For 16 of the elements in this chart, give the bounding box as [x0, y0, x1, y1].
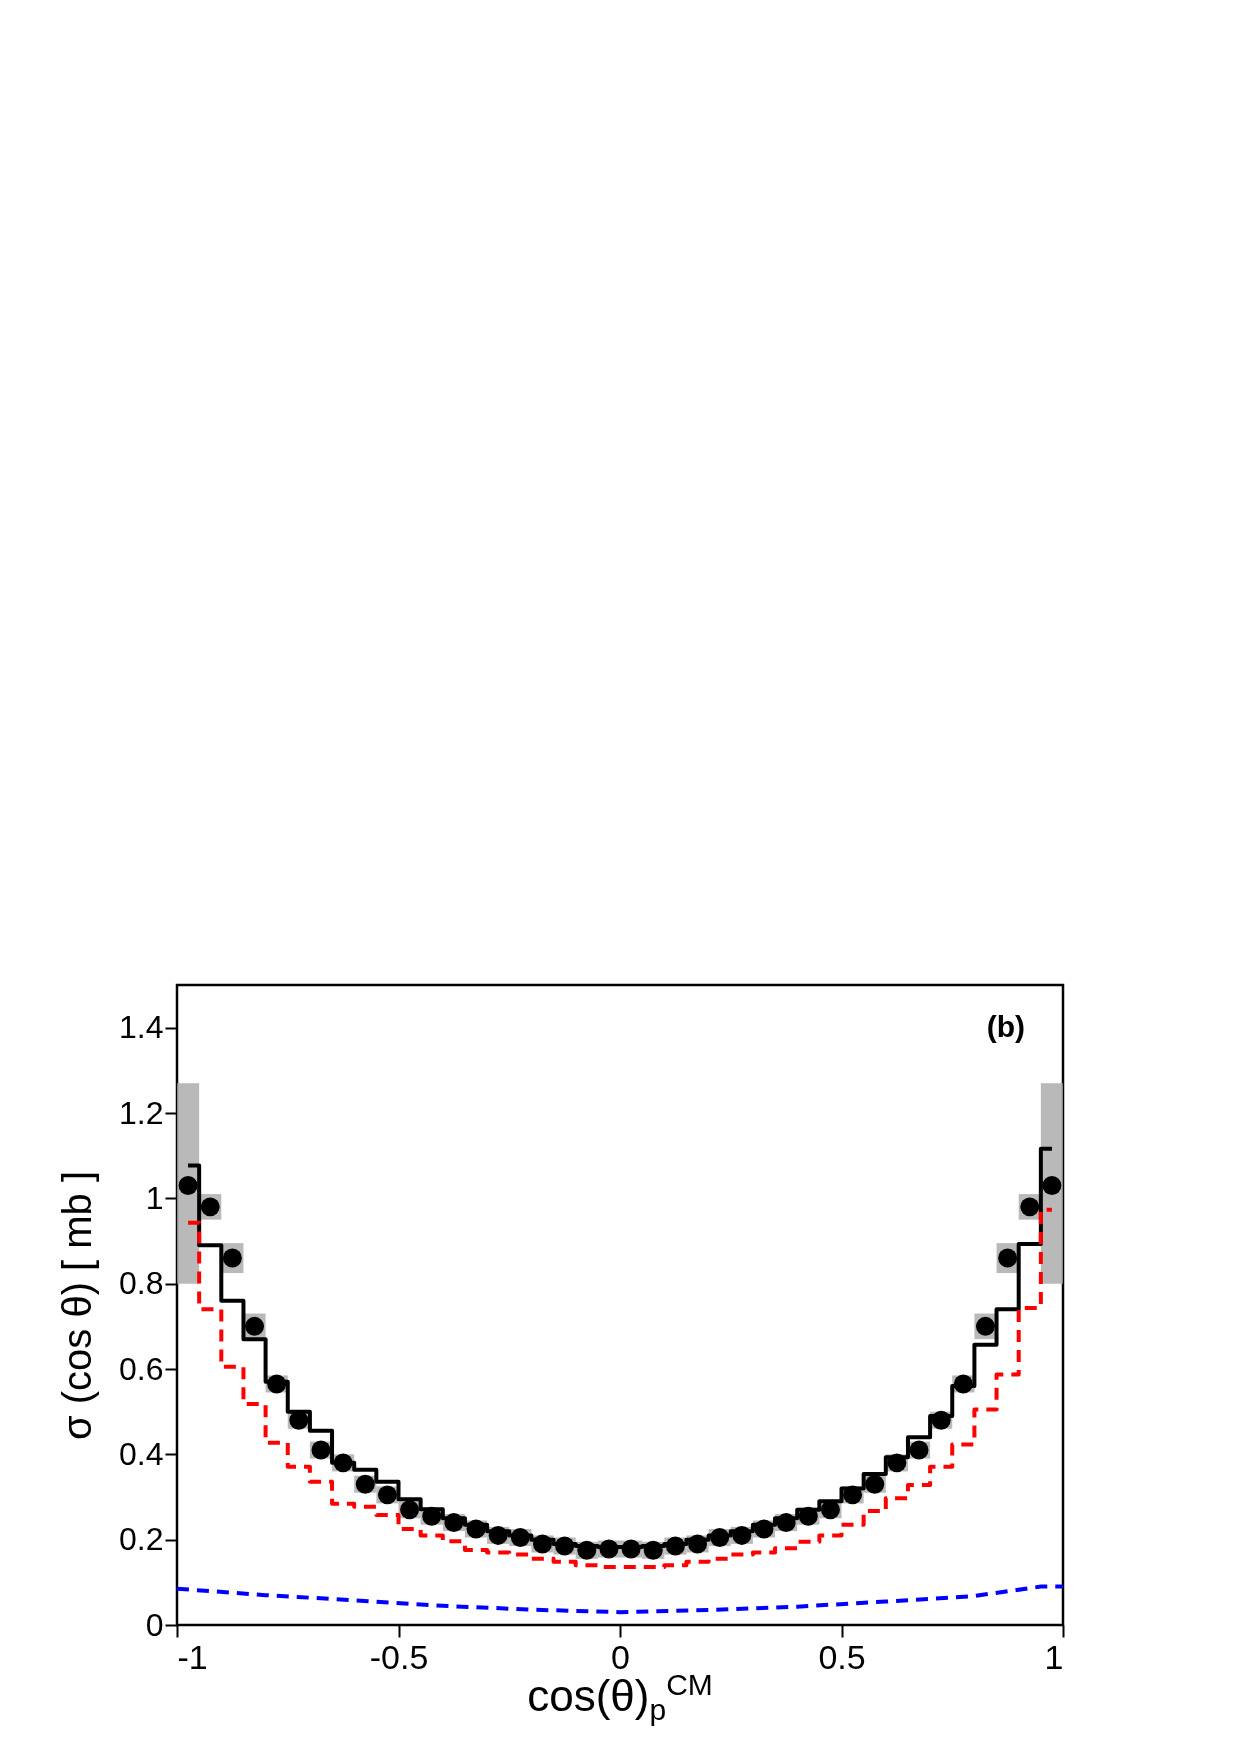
y-tick-label: 1.4 — [119, 1009, 164, 1046]
x-tick-label: -0.5 — [369, 1637, 429, 1676]
y-tick-label: 0.2 — [119, 1521, 164, 1558]
x-tick-label: 1 — [1044, 1637, 1064, 1676]
y-tick-label: 1 — [145, 1179, 164, 1216]
x-tick-label: 0 — [611, 1637, 630, 1676]
line-series — [175, 1584, 1065, 1615]
annotation: (b) — [986, 1010, 1025, 1043]
y-tick-label: 0.8 — [119, 1265, 164, 1302]
y-axis-title: σ (cos θ) [ mb ] — [55, 1170, 100, 1441]
x-tick-label: -1 — [177, 1637, 208, 1676]
y-tick-label: 0.6 — [119, 1350, 164, 1387]
y-tick-label: 0.4 — [119, 1435, 164, 1472]
x-tick-label: 0.5 — [818, 1637, 866, 1676]
y-tick-label: 1.2 — [119, 1094, 164, 1131]
y-tick-label: 0 — [145, 1606, 164, 1643]
